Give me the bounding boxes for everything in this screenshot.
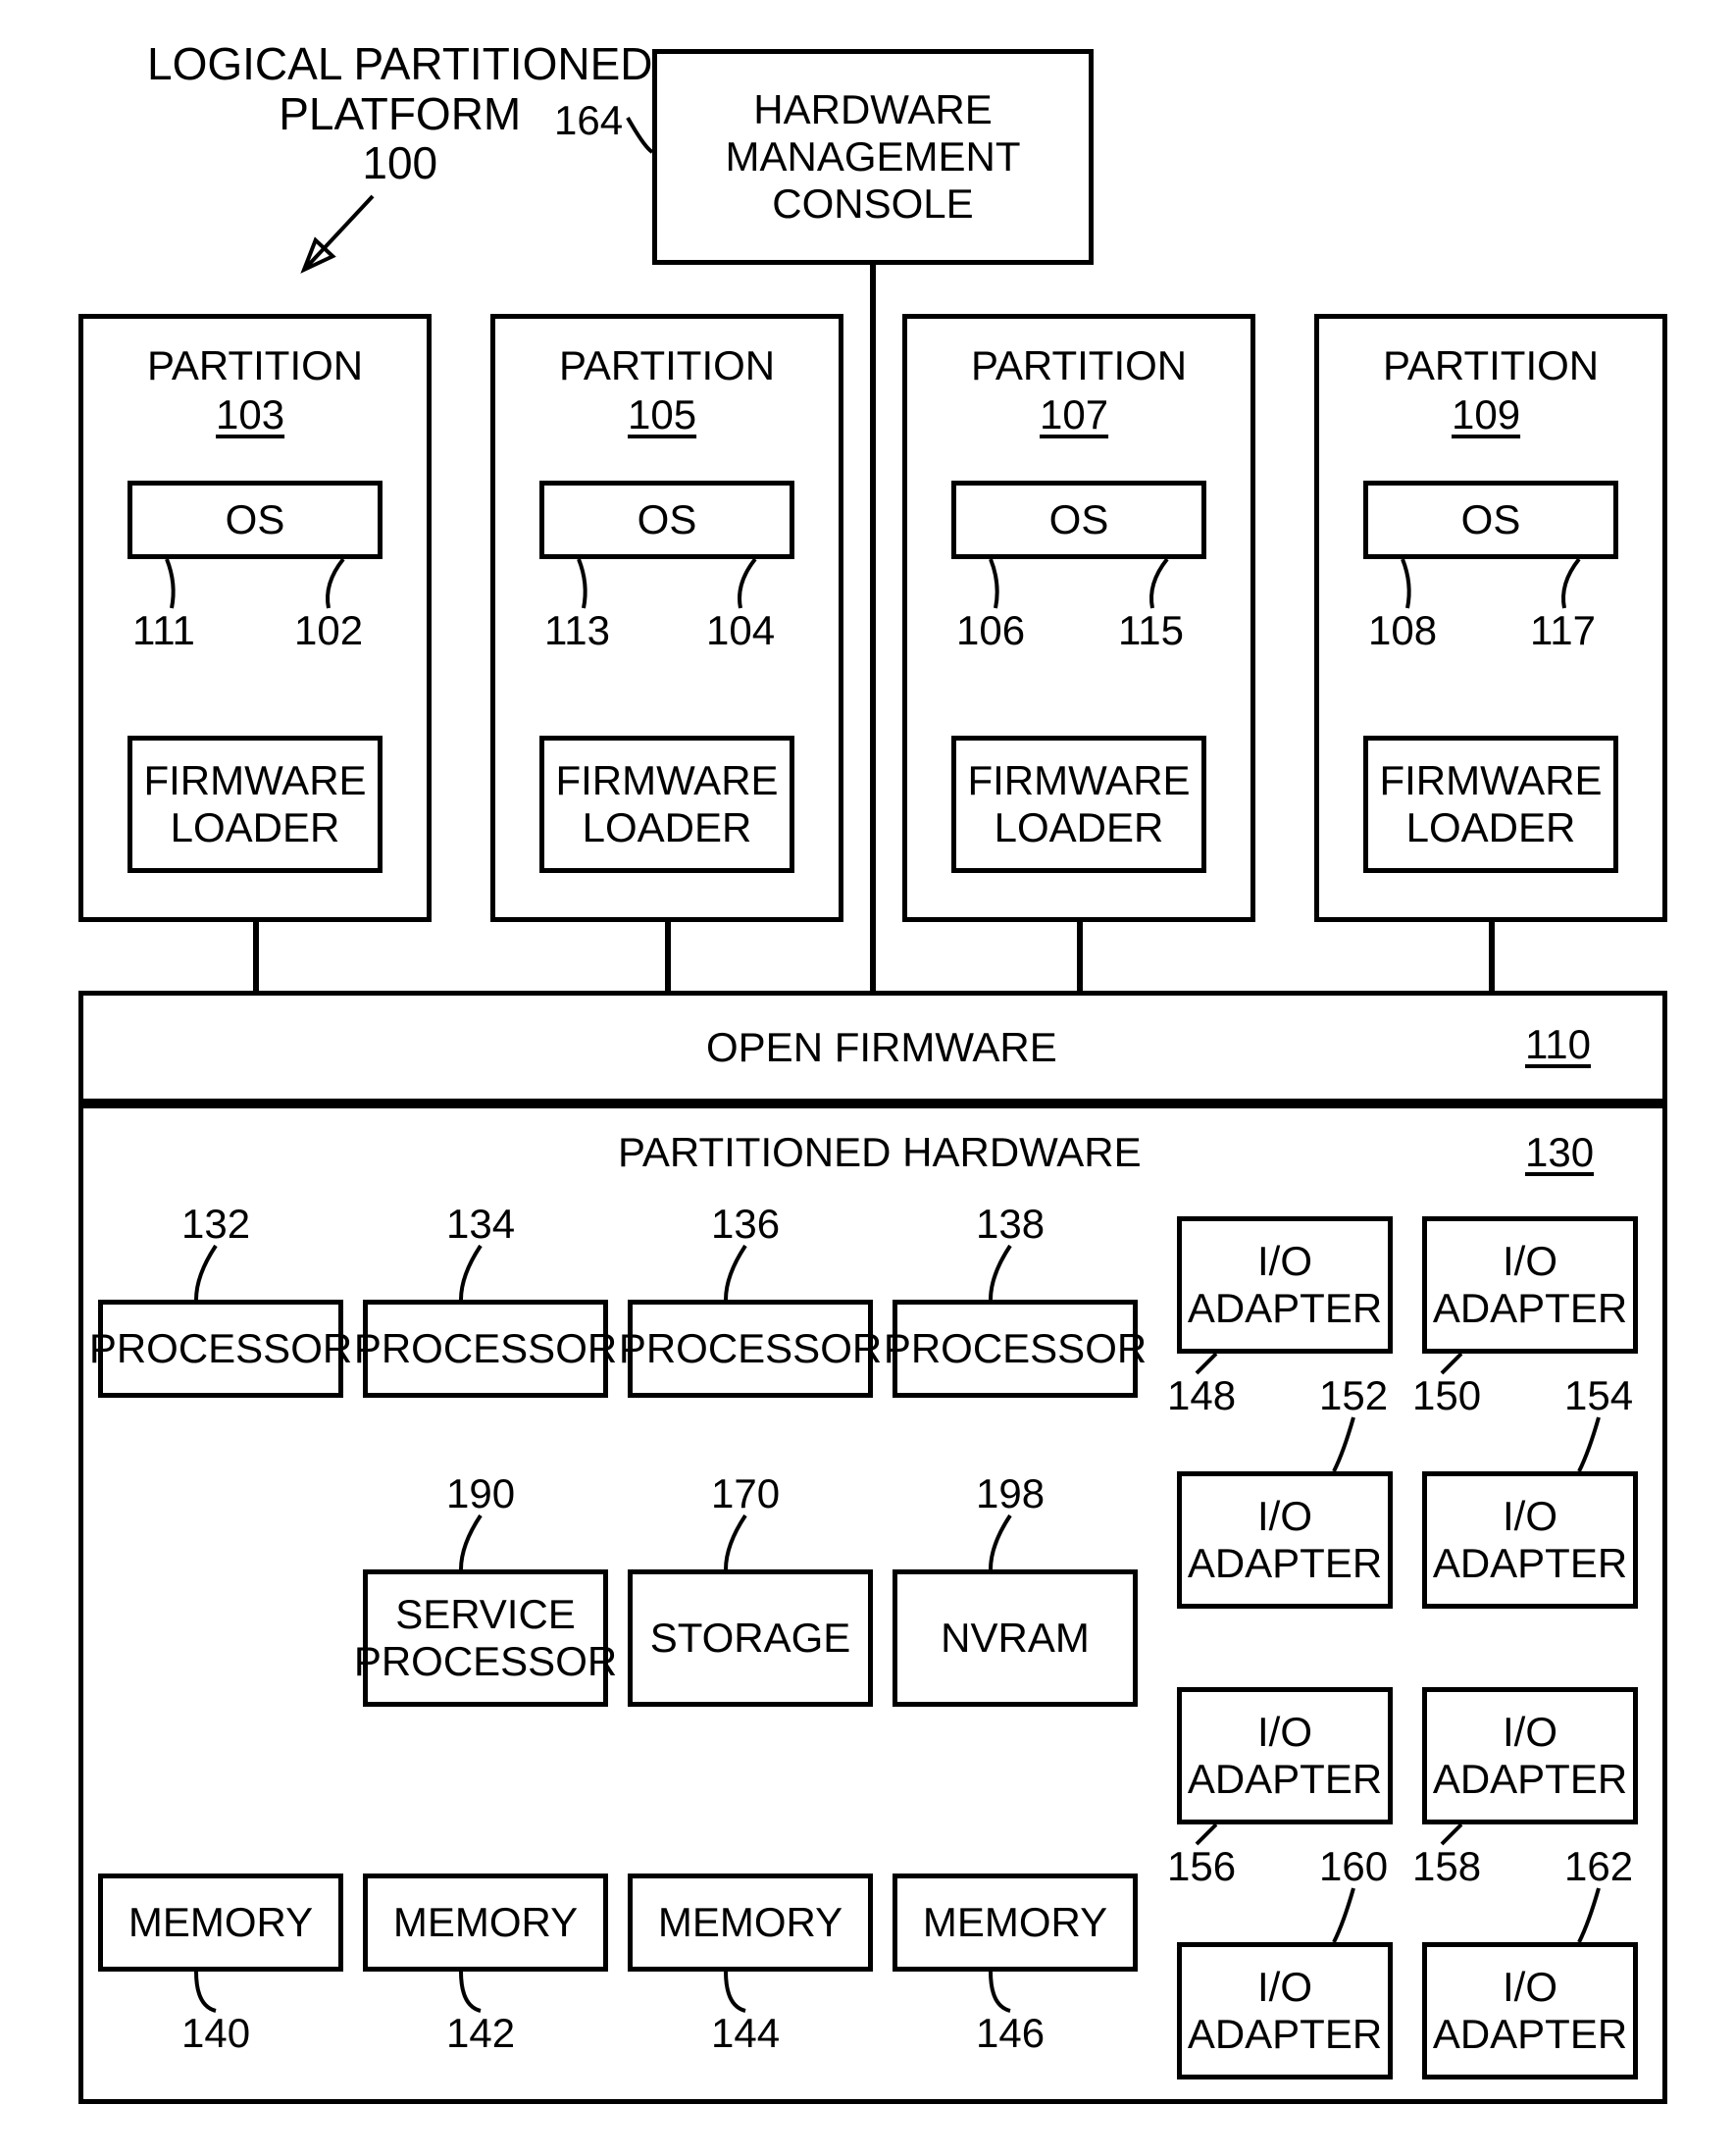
io-adapter-6: I/OADAPTER xyxy=(1177,1942,1393,2079)
io-adapter-7: I/OADAPTER xyxy=(1422,1942,1638,2079)
